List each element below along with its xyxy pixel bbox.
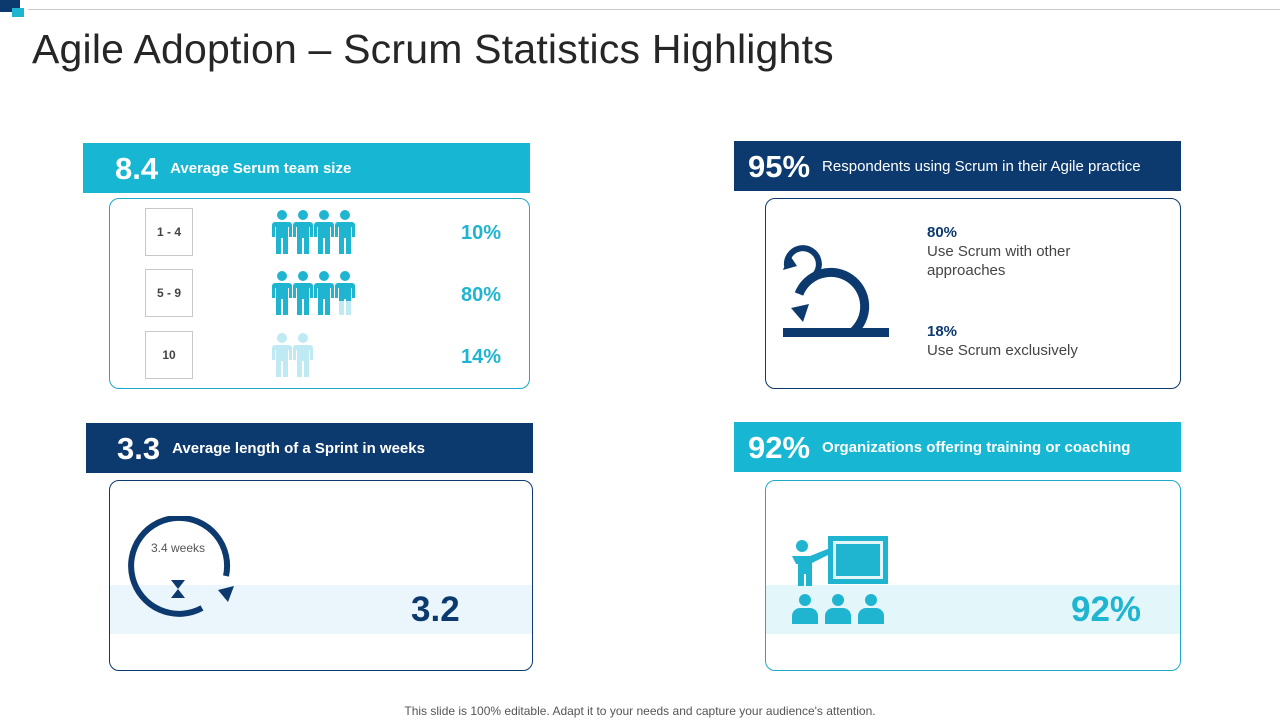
corner-accent-teal [12, 8, 24, 17]
range-box-1-4: 1 - 4 [145, 208, 193, 256]
stat1-percent: 80% [927, 224, 958, 241]
people-group-icon [272, 271, 355, 315]
training-banner: 92% Organizations offering training or c… [734, 422, 1181, 472]
range-label: 1 - 4 [156, 225, 181, 239]
top-divider [28, 9, 1280, 10]
team-size-banner: 8.4 Average Serum team size [83, 143, 530, 193]
sprint-circle-text: 3.4 weeks [150, 541, 206, 555]
stat2-description: Use Scrum exclusively [927, 342, 1078, 359]
training-figure: 92% [1071, 590, 1142, 629]
footer-note: This slide is 100% editable. Adapt it to… [404, 704, 876, 718]
stat1-description: Use Scrum with other approaches [927, 243, 1071, 279]
percent-1-4: 10% [461, 222, 502, 244]
sprint-timer-icon [128, 516, 234, 617]
team-size-value: 8.4 [115, 150, 159, 186]
team-size-label: Average Serum team size [170, 159, 352, 177]
percent-5-9: 80% [461, 284, 502, 306]
training-label: Organizations offering training or coach… [822, 438, 1131, 456]
page-title: Agile Adoption – Scrum Statistics Highli… [32, 26, 834, 72]
range-label: 10 [162, 348, 176, 362]
sprint-figure: 3.2 [411, 590, 460, 629]
scrum-cycle-icon [783, 245, 889, 337]
sprint-value: 3.3 [117, 430, 161, 466]
stat2-percent: 18% [927, 323, 958, 340]
respondents-banner: 95% Respondents using Scrum in their Agi… [734, 141, 1181, 191]
people-group-icon [272, 210, 355, 254]
range-box-10: 10 [145, 331, 193, 379]
respondents-label: Respondents using Scrum in their Agile p… [822, 157, 1141, 175]
percent-10: 14% [461, 346, 502, 368]
training-presentation-icon [792, 536, 888, 624]
respondents-card [765, 198, 1181, 389]
range-box-5-9: 5 - 9 [145, 269, 193, 317]
people-group-icon [272, 333, 313, 377]
range-label: 5 - 9 [156, 286, 181, 300]
training-card [765, 480, 1181, 671]
respondents-value: 95% [748, 148, 811, 184]
sprint-label: Average length of a Sprint in weeks [172, 439, 425, 457]
training-value: 92% [748, 429, 811, 465]
sprint-card [109, 480, 533, 671]
sprint-banner: 3.3 Average length of a Sprint in weeks [86, 423, 533, 473]
